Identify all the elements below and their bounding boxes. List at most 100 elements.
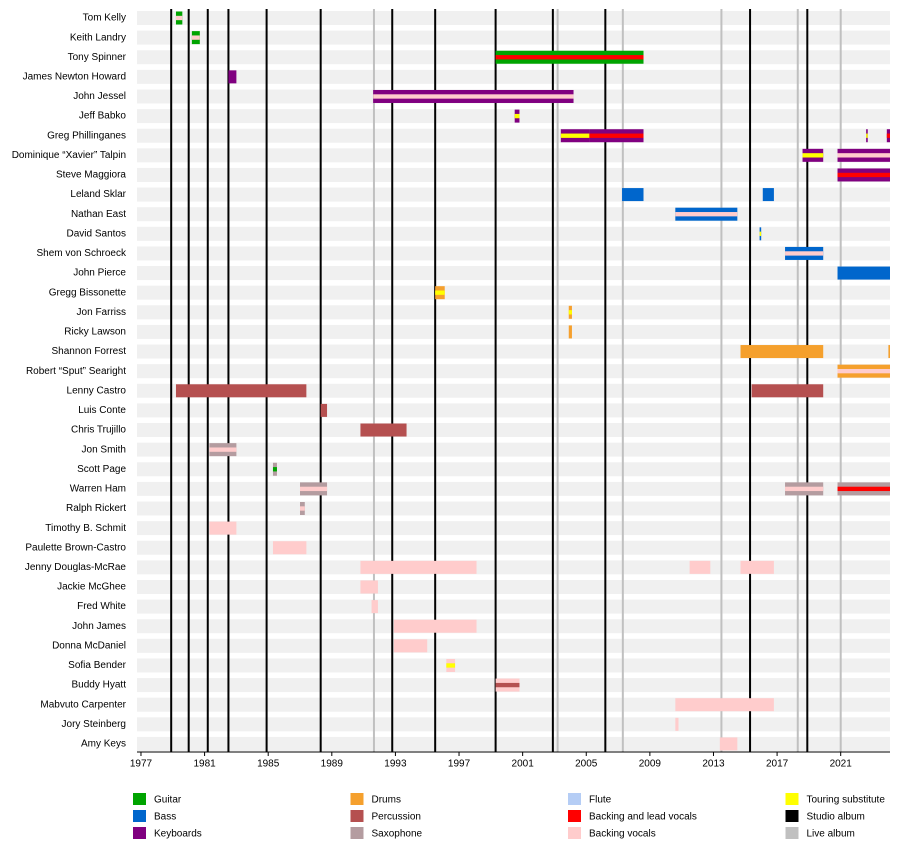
legend-label: Touring substitute <box>807 795 886 806</box>
member-name: Fred White <box>77 601 126 612</box>
member-name: Tony Spinner <box>68 52 127 63</box>
role-stripe <box>495 55 644 60</box>
legend-swatch <box>568 827 581 839</box>
row-band <box>137 324 890 339</box>
member-name: John James <box>72 621 126 632</box>
row-band <box>137 717 890 732</box>
member-name: Tom Kelly <box>83 13 126 24</box>
member-name: Amy Keys <box>81 739 126 750</box>
member-name: Lenny Castro <box>67 385 127 396</box>
x-tick-label: 1985 <box>257 759 280 770</box>
legend-label: Backing and lead vocals <box>589 812 697 823</box>
x-tick-label: 2009 <box>639 759 662 770</box>
member-name: Jon Farriss <box>77 307 126 318</box>
member-name: Steve Maggiora <box>56 170 126 181</box>
role-stripe <box>886 133 890 138</box>
row-band <box>137 481 890 496</box>
role-stripe <box>495 682 520 688</box>
role-stripe <box>866 133 868 138</box>
row-band <box>137 266 890 281</box>
member-name: Donna McDaniel <box>52 640 126 651</box>
role-stripe <box>675 212 738 217</box>
member-name: Greg Phillinganes <box>47 130 126 141</box>
row-band <box>137 658 890 673</box>
role-stripe <box>175 15 183 21</box>
row-band <box>137 246 890 261</box>
x-tick-label: 1981 <box>193 759 216 770</box>
x-tick-label: 1997 <box>448 759 471 770</box>
legend-label: Percussion <box>372 812 421 823</box>
role-stripe <box>802 153 824 158</box>
legend-label: Saxophone <box>372 829 423 840</box>
legend-label: Live album <box>807 829 855 840</box>
role-bar <box>622 188 644 202</box>
row-band <box>137 30 890 45</box>
row-band <box>137 69 890 84</box>
row-band <box>137 619 890 634</box>
row-band <box>137 128 890 143</box>
member-name: Sofia Bender <box>68 660 126 671</box>
row-band <box>137 423 890 438</box>
member-name: James Newton Howard <box>23 72 126 83</box>
legend-swatch <box>133 827 146 839</box>
x-tick-label: 2017 <box>766 759 789 770</box>
legend-swatch <box>785 793 799 805</box>
member-name: Keith Landry <box>70 32 126 43</box>
row-band <box>137 167 890 182</box>
row-band <box>137 442 890 457</box>
role-bar <box>740 560 774 574</box>
row-band <box>137 148 890 163</box>
role-bar <box>360 580 378 594</box>
member-name: Nathan East <box>71 209 126 220</box>
member-name: Mabvuto Carpenter <box>40 699 126 710</box>
row-band <box>137 305 890 320</box>
legend-swatch <box>350 827 364 839</box>
role-bar <box>762 188 774 202</box>
role-bar <box>719 737 738 751</box>
role-bar <box>689 560 711 574</box>
legend-label: Drums <box>372 795 401 806</box>
member-name: Buddy Hyatt <box>72 680 127 691</box>
member-name: Jackie McGhee <box>57 582 126 593</box>
row-band <box>137 344 890 359</box>
role-stripe <box>191 35 200 40</box>
legend-swatch <box>568 810 581 822</box>
row-band <box>137 521 890 536</box>
legend-label: Studio album <box>807 812 865 823</box>
role-bar <box>360 560 477 574</box>
member-name: Shem von Schroeck <box>37 248 127 259</box>
member-name: Jenny Douglas-McRae <box>25 562 127 573</box>
member-name: Jon Smith <box>82 444 126 455</box>
role-stripe <box>272 467 277 472</box>
row-band <box>137 187 890 202</box>
legend-swatch <box>785 810 799 822</box>
role-bar <box>371 600 378 614</box>
role-bar <box>740 345 824 359</box>
role-stripe <box>837 172 890 178</box>
role-stripe <box>785 251 824 256</box>
member-name: Gregg Bissonette <box>49 287 127 298</box>
role-bar <box>272 541 307 555</box>
legend-swatch <box>350 793 364 805</box>
role-stripe <box>300 506 305 511</box>
row-band <box>137 11 890 25</box>
legend-label: Backing vocals <box>589 829 656 840</box>
row-band <box>137 383 890 398</box>
role-stripe <box>560 133 590 138</box>
member-name: Luis Conte <box>78 405 126 416</box>
role-stripe <box>435 290 445 295</box>
legend-swatch <box>350 810 364 822</box>
role-stripe <box>837 153 890 158</box>
row-band <box>137 736 890 751</box>
member-name: Jeff Babko <box>79 111 127 122</box>
legend-swatch <box>133 793 146 805</box>
role-bar <box>320 403 328 417</box>
row-band <box>137 501 890 516</box>
role-stripe <box>209 447 237 452</box>
legend-swatch <box>133 810 146 822</box>
role-stripe <box>785 486 824 492</box>
role-bar <box>888 345 890 359</box>
role-bar <box>675 717 679 731</box>
member-name: John Jessel <box>73 91 126 102</box>
